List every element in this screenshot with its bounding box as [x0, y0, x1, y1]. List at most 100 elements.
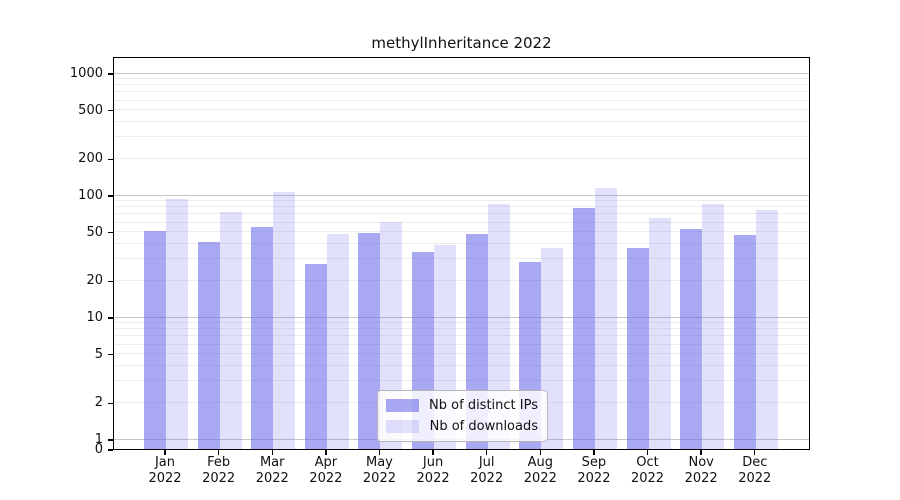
y-tick-mark	[108, 158, 113, 160]
bar-distinct-ips-nov	[680, 228, 703, 449]
gridline-minor	[114, 322, 809, 324]
bar-downloads-oct	[648, 217, 671, 449]
gridline-minor	[114, 243, 809, 245]
y-tick-label: 10	[86, 310, 103, 325]
x-tick-mark	[271, 450, 273, 455]
y-tick-label: 0	[94, 442, 103, 457]
y-tick-label: 500	[78, 102, 103, 118]
x-tick-mark	[325, 450, 327, 455]
gridline-minor	[114, 328, 809, 330]
bar-downloads-sep	[594, 188, 617, 449]
y-tick-mark	[108, 232, 113, 234]
legend-swatch	[386, 399, 419, 412]
gridline-minor	[114, 78, 809, 80]
gridline-minor	[114, 99, 809, 101]
x-tick-label: Feb 2022	[202, 455, 236, 486]
x-tick-label: Apr 2022	[309, 455, 343, 486]
bar-downloads-feb	[219, 211, 242, 449]
y-tick-mark	[108, 449, 113, 451]
x-tick-mark	[432, 450, 434, 455]
y-tick-label: 2	[94, 395, 103, 411]
x-tick-label: Sep 2022	[577, 455, 611, 486]
gridline-minor	[114, 279, 809, 281]
gridline-minor	[114, 213, 809, 215]
x-tick-label: May 2022	[362, 455, 396, 486]
bar-downloads-dec	[755, 210, 778, 449]
y-tick-mark	[108, 195, 113, 197]
x-tick-mark	[539, 450, 541, 455]
gridline-minor	[114, 91, 809, 93]
plot-area	[113, 57, 810, 450]
bar-downloads-nov	[702, 203, 725, 449]
x-tick-label: Nov 2022	[684, 455, 718, 486]
y-tick-mark	[108, 439, 113, 441]
y-tick-mark	[108, 317, 113, 319]
legend-item: Nb of downloads	[386, 418, 538, 435]
x-tick-label: Jan 2022	[148, 455, 182, 486]
gridline-major	[114, 72, 809, 74]
y-tick-mark	[108, 110, 113, 112]
gridline-minor	[114, 343, 809, 345]
legend-label: Nb of distinct IPs	[429, 398, 538, 413]
gridline-minor	[114, 231, 809, 233]
gridline-minor	[114, 365, 809, 367]
gridline-minor	[114, 258, 809, 260]
legend-swatch	[386, 420, 419, 433]
legend-label: Nb of downloads	[429, 419, 538, 434]
gridline-minor	[114, 136, 809, 138]
gridline-minor	[114, 121, 809, 123]
y-tick-label: 20	[86, 273, 103, 289]
y-tick-mark	[108, 280, 113, 282]
x-tick-mark	[754, 450, 756, 455]
x-tick-mark	[700, 450, 702, 455]
gridline-minor	[114, 84, 809, 86]
bar-distinct-ips-oct	[626, 247, 649, 449]
bar-distinct-ips-jan	[144, 230, 166, 449]
x-tick-label: Mar 2022	[255, 455, 289, 486]
y-tick-label: 100	[78, 188, 103, 203]
bar-distinct-ips-feb	[197, 242, 220, 449]
bar-downloads-apr	[326, 233, 349, 449]
x-tick-label: Dec 2022	[738, 455, 772, 486]
legend: Nb of distinct IPs Nb of downloads	[377, 390, 548, 442]
y-tick-label: 50	[86, 224, 103, 240]
y-tick-mark	[108, 73, 113, 75]
bar-distinct-ips-apr	[304, 264, 327, 449]
x-tick-label: Jun 2022	[416, 455, 450, 486]
x-tick-mark	[164, 450, 166, 455]
bar-distinct-ips-dec	[733, 235, 756, 449]
gridline-minor	[114, 353, 809, 355]
bar-downloads-mar	[273, 192, 296, 449]
gridline-major	[114, 194, 809, 196]
y-tick-label: 1000	[69, 66, 103, 81]
bar-distinct-ips-sep	[572, 207, 595, 449]
gridline-minor	[114, 221, 809, 223]
bar-distinct-ips-may	[358, 232, 381, 449]
x-tick-label: Aug 2022	[523, 455, 557, 486]
gridline-minor	[114, 380, 809, 382]
bar-downloads-jul	[487, 204, 510, 449]
gridline-minor	[114, 335, 809, 337]
y-tick-label: 5	[94, 346, 103, 362]
gridline-minor	[114, 157, 809, 159]
gridline-major	[114, 316, 809, 318]
x-tick-mark	[593, 450, 595, 455]
gridline-minor	[114, 200, 809, 202]
x-tick-mark	[485, 450, 488, 455]
y-tick-mark	[108, 354, 113, 356]
x-tick-label: Jul 2022	[470, 455, 504, 486]
x-tick-mark	[646, 450, 649, 455]
x-tick-mark	[217, 450, 220, 455]
legend-item: Nb of distinct IPs	[386, 397, 538, 414]
chart-title: methylInheritance 2022	[371, 34, 552, 52]
bar-distinct-ips-mar	[251, 226, 274, 449]
gridline-minor	[114, 206, 809, 208]
x-tick-label: Oct 2022	[630, 455, 665, 486]
bar-downloads-jan	[166, 199, 188, 449]
y-tick-label: 1	[94, 432, 103, 447]
y-tick-mark	[108, 402, 113, 404]
y-tick-label: 200	[78, 151, 103, 167]
gridline-minor	[114, 109, 809, 111]
x-tick-mark	[378, 450, 381, 455]
